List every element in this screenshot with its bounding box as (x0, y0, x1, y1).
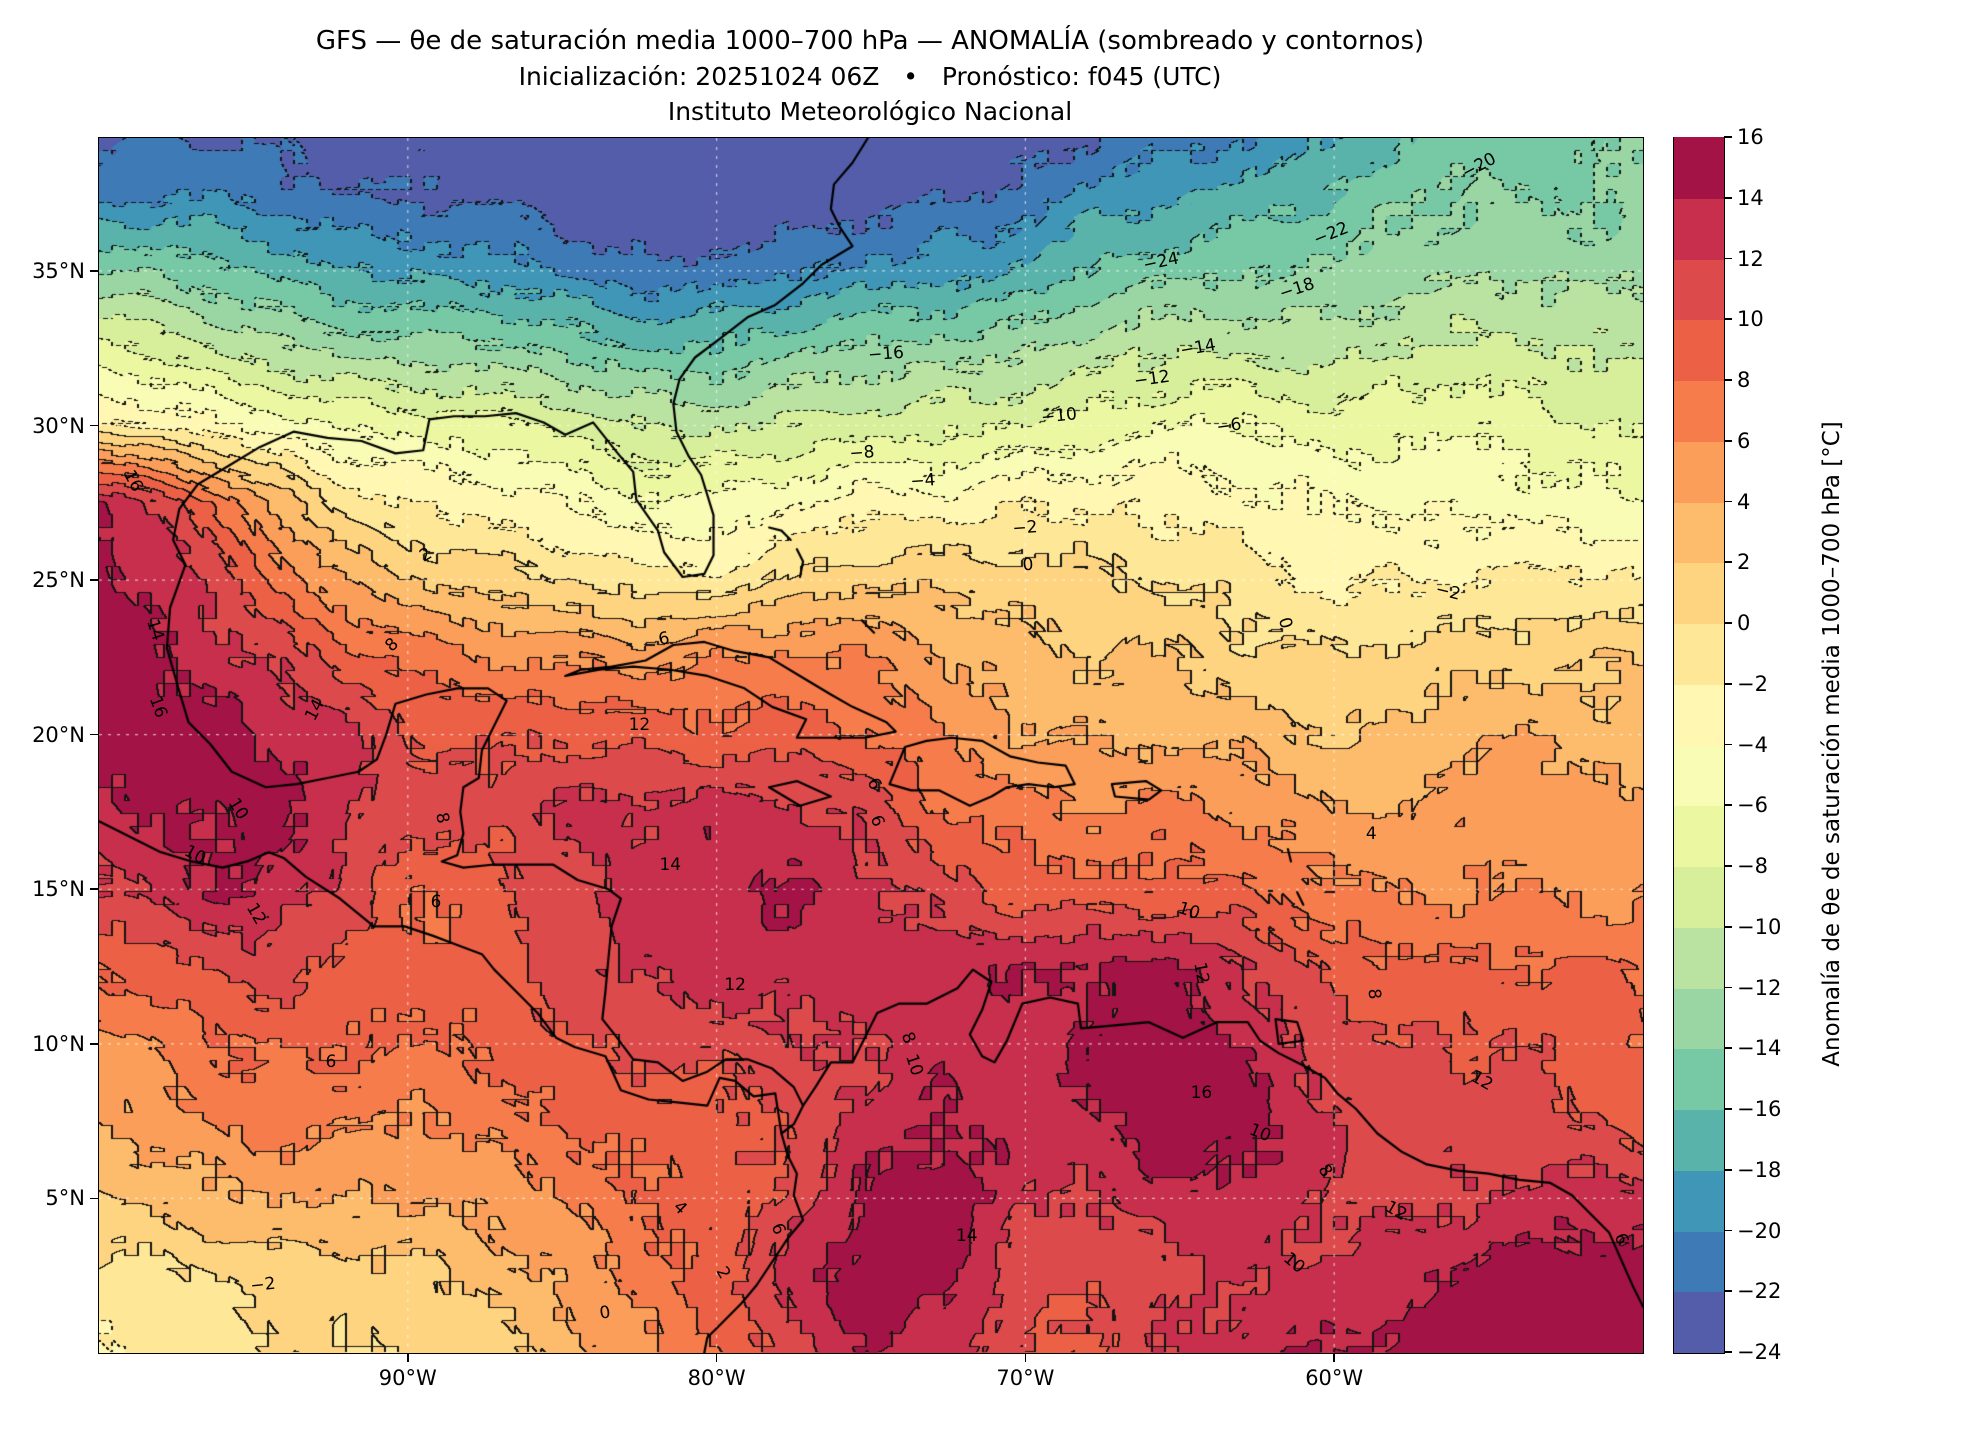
colorbar-band (1674, 684, 1724, 746)
colorbar-tick-label: −20 (1737, 1218, 1782, 1243)
y-tick-mark (90, 579, 99, 581)
colorbar-tick-mark (1724, 379, 1732, 381)
colorbar-band (1674, 805, 1724, 867)
x-tick-label: 60°W (1305, 1366, 1364, 1390)
x-tick-mark (715, 1353, 718, 1362)
colorbar-tick-mark (1724, 865, 1732, 867)
chart-institution: Instituto Meteorológico Nacional (667, 97, 1073, 126)
colorbar-band (1674, 927, 1724, 989)
colorbar-band (1674, 380, 1724, 442)
colorbar-tick-mark (1724, 925, 1732, 928)
y-tick-label: 5°N (45, 1186, 85, 1211)
colorbar-tick-mark (1724, 804, 1732, 807)
y-tick-mark (90, 1043, 99, 1045)
colorbar-tick-label: −12 (1737, 975, 1782, 1000)
colorbar-tick-mark (1724, 500, 1732, 503)
colorbar-tick-mark (1724, 1229, 1732, 1232)
colorbar-tick-mark (1724, 986, 1732, 989)
colorbar-band (1674, 1170, 1724, 1232)
colorbar-tick-label: 4 (1737, 489, 1751, 514)
title-block: GFS — θe de saturación media 1000–700 hP… (98, 24, 1642, 129)
colorbar-tick-label: −2 (1737, 671, 1768, 696)
colorbar-tick-mark (1724, 682, 1732, 685)
colorbar-tick-mark (1724, 561, 1732, 564)
y-tick-label: 15°N (32, 877, 85, 902)
colorbar-tick-mark (1724, 1108, 1732, 1110)
x-tick-mark (1333, 1353, 1335, 1362)
y-tick-mark (90, 733, 99, 736)
colorbar-tick-mark (1724, 1290, 1732, 1293)
map-plot-area: −24 −22 −20 −18 −16 −14 −12 −10 −8 −6 −4 −2 0 −2 0 2 6 8 1… (32, 137, 1644, 1390)
colorbar-band (1674, 1230, 1724, 1293)
x-tick-mark (1024, 1353, 1027, 1362)
colorbar-tick-mark (1724, 439, 1732, 442)
colorbar-band (1674, 1048, 1724, 1110)
chart-title: GFS — θe de saturación media 1000–700 hP… (315, 26, 1425, 56)
y-tick-mark (90, 1197, 99, 1200)
colorbar-tick-mark (1724, 257, 1732, 260)
colorbar-tick-mark (1724, 1047, 1732, 1050)
colorbar-band (1674, 441, 1724, 503)
x-tick-label: 90°W (378, 1366, 437, 1390)
y-tick-mark (90, 424, 99, 427)
colorbar-tick-mark (1724, 196, 1732, 199)
colorbar-tick-label: 8 (1737, 368, 1751, 392)
colorbar-tick-mark (1724, 318, 1732, 321)
colorbar-band (1674, 501, 1724, 564)
colorbar-band (1674, 1109, 1724, 1171)
y-tick-mark (90, 888, 99, 891)
colorbar-tick-mark (1724, 1351, 1732, 1353)
colorbar-band (1674, 1291, 1724, 1353)
colorbar-tick-label: −24 (1737, 1340, 1782, 1364)
colorbar-tick-label: 12 (1737, 246, 1764, 271)
x-tick-mark (407, 1353, 409, 1362)
x-tick-label: 70°W (996, 1366, 1055, 1390)
y-tick-label: 20°N (32, 722, 85, 747)
colorbar-tick-mark (1724, 1168, 1732, 1171)
y-tick-label: 30°N (32, 413, 85, 438)
colorbar-band (1674, 744, 1724, 807)
y-tick-label: 10°N (32, 1031, 85, 1056)
colorbar-tick-label: −18 (1737, 1157, 1782, 1182)
colorbar-band (1674, 562, 1724, 624)
colorbar-band (1674, 137, 1724, 199)
colorbar-band (1674, 987, 1724, 1050)
colorbar-tick-mark (1724, 743, 1732, 746)
colorbar-tick-label: −16 (1737, 1097, 1782, 1121)
colorbar-tick-label: −14 (1737, 1036, 1782, 1061)
colorbar-band (1674, 866, 1724, 928)
colorbar-tick-label: 10 (1737, 307, 1764, 332)
colorbar-tick-label: −8 (1737, 854, 1768, 878)
colorbar-tick-label: 2 (1737, 550, 1751, 575)
colorbar-band (1674, 198, 1724, 260)
colorbar-tick-label: −4 (1737, 732, 1768, 757)
colorbar-band (1674, 258, 1724, 321)
colorbar-tick-label: −10 (1737, 914, 1782, 939)
y-tick-mark (90, 270, 99, 272)
colorbar-tick-label: −22 (1737, 1279, 1782, 1304)
colorbar-title: Anomalía de θe de saturación media 1000–… (1819, 421, 1845, 1067)
colorbar (1673, 137, 1725, 1354)
y-tick-label: 25°N (32, 568, 85, 593)
colorbar-tick-label: −6 (1737, 793, 1768, 818)
colorbar-tick-mark (1724, 136, 1732, 138)
colorbar-tick-label: 0 (1737, 611, 1751, 635)
colorbar-band (1674, 623, 1724, 685)
x-tick-label: 80°W (687, 1366, 746, 1390)
colorbar-tick-label: 16 (1737, 125, 1764, 149)
y-tick-label: 35°N (32, 258, 85, 283)
colorbar-tick-label: 14 (1737, 185, 1764, 210)
colorbar-tick-mark (1724, 622, 1732, 624)
chart-subtitle: Inicialización: 20251024 06Z • Pronóstic… (518, 62, 1222, 91)
colorbar-gradient (1674, 137, 1724, 1353)
colorbar-tick-label: 6 (1737, 428, 1751, 453)
colorbar-band (1674, 319, 1724, 381)
anomaly-map-canvas (99, 138, 1643, 1353)
